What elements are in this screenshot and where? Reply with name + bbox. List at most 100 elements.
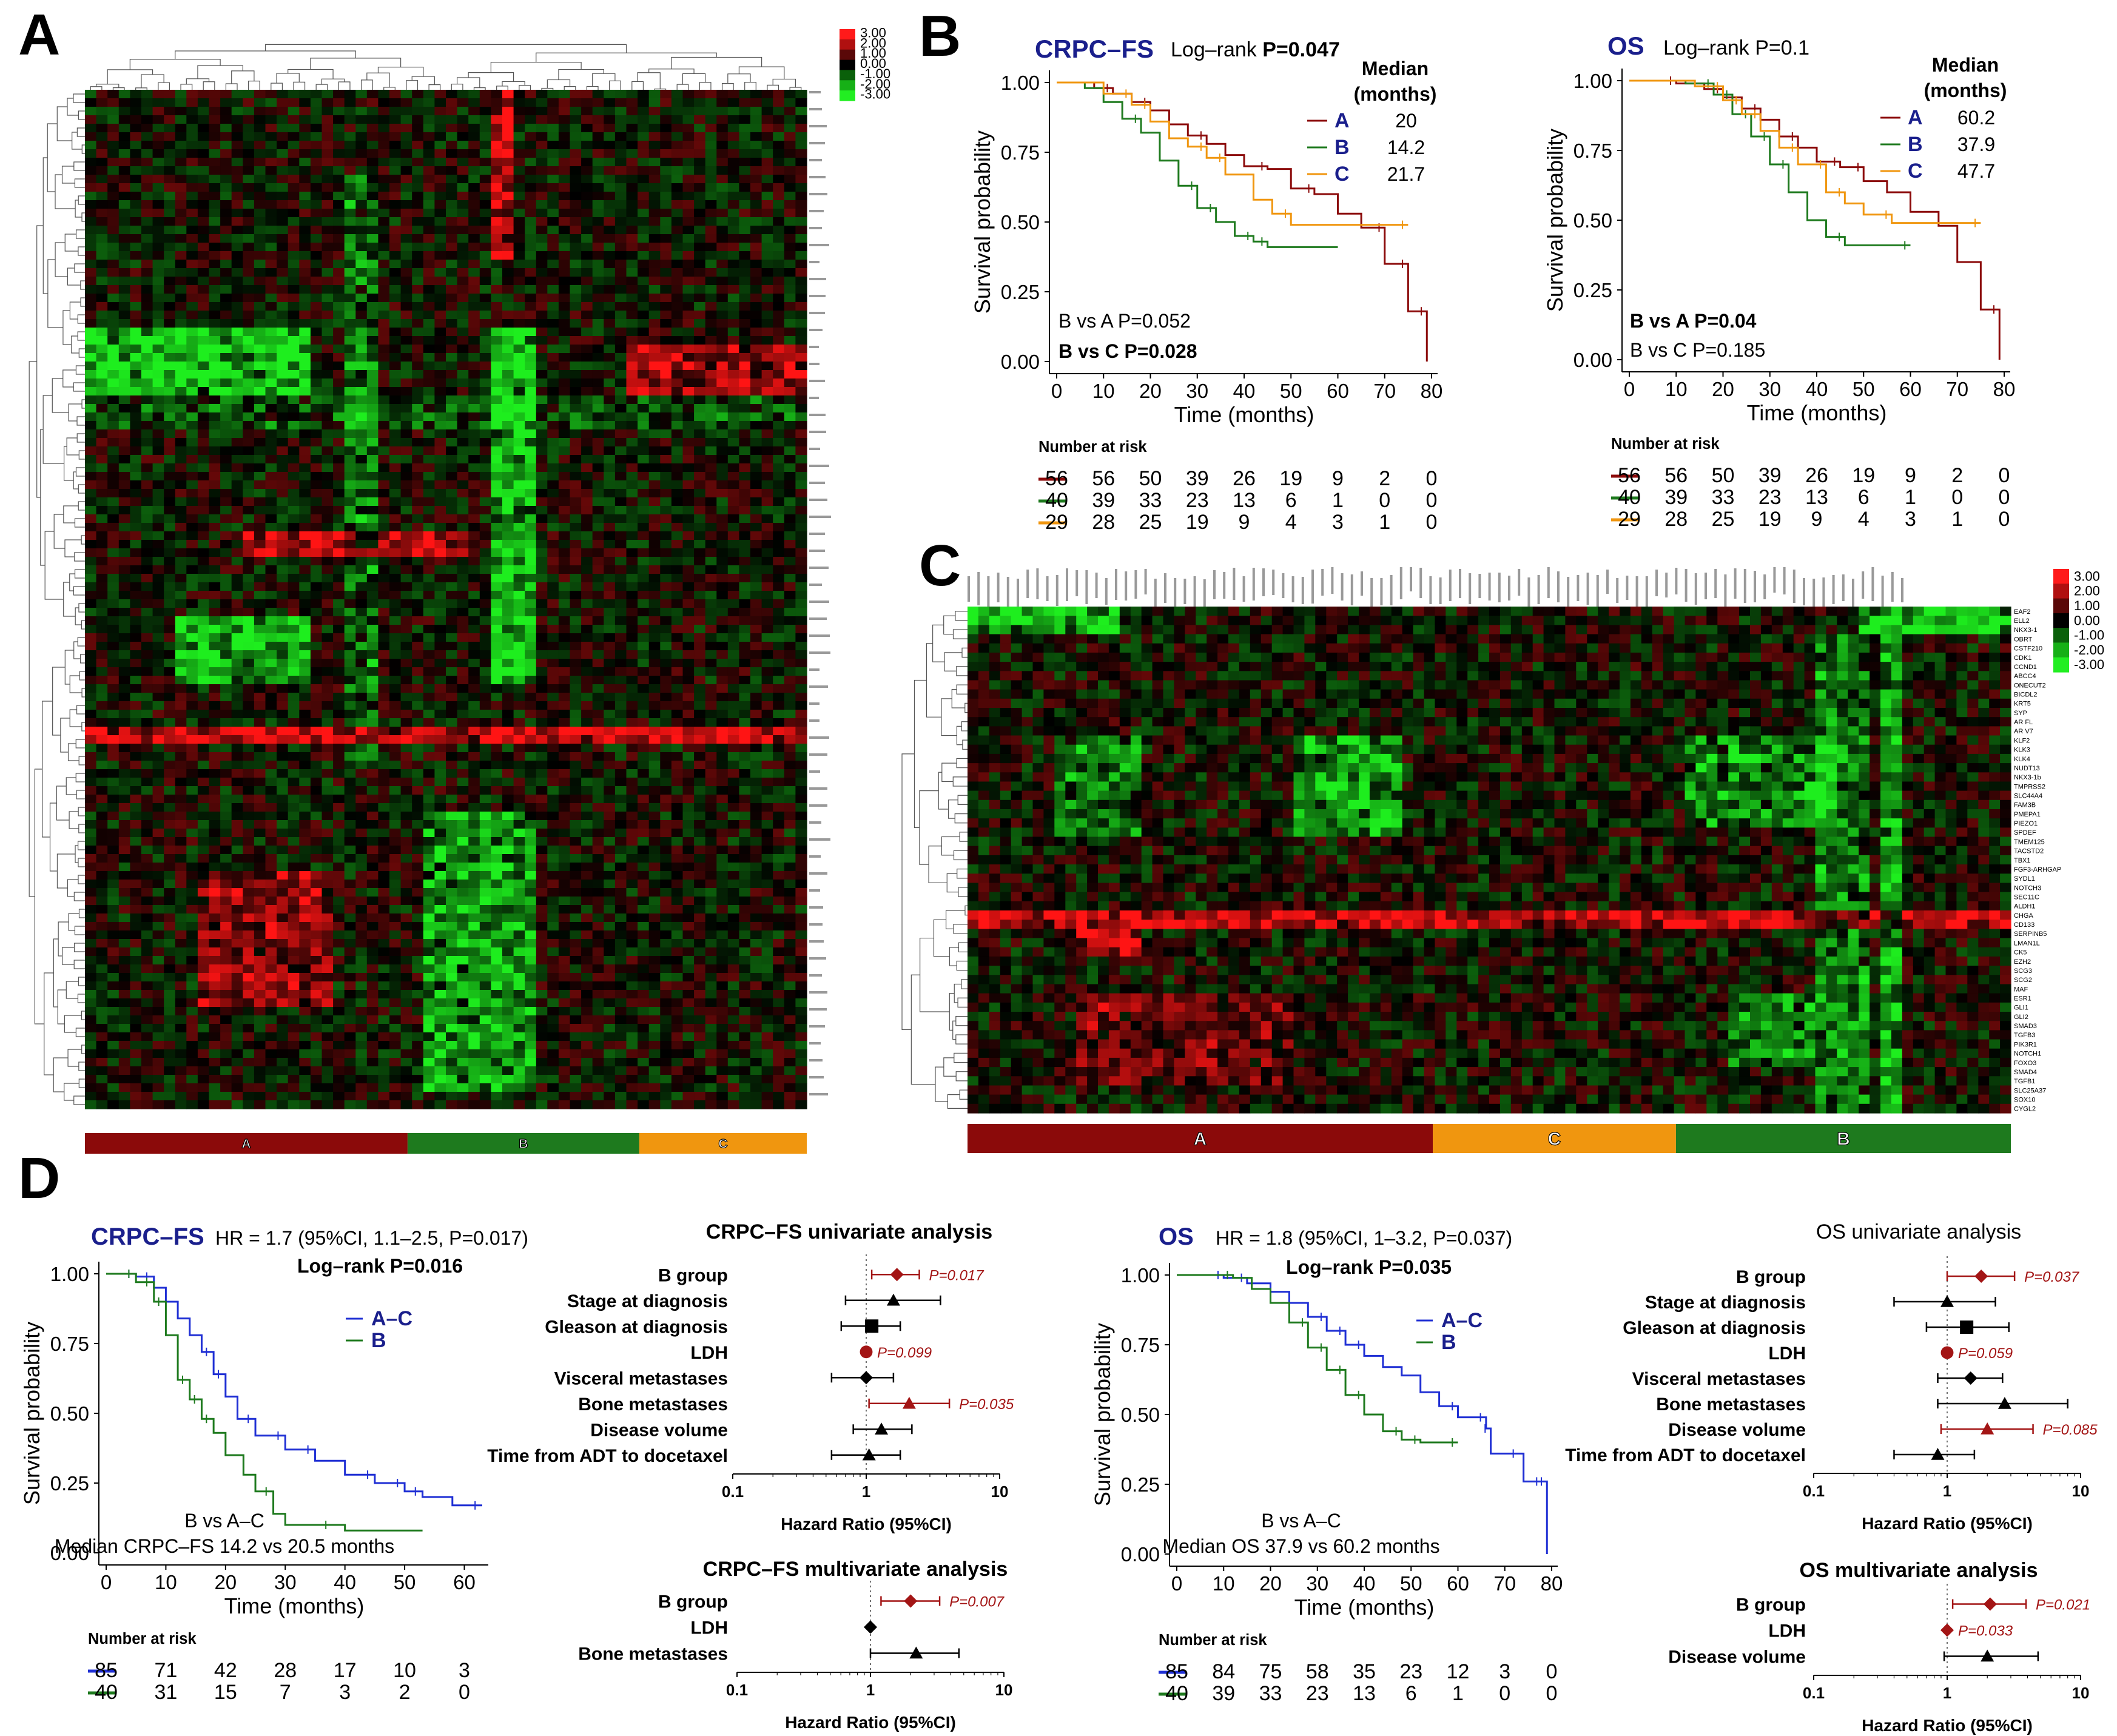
heatmap-cell — [209, 463, 221, 473]
heatmap-cell — [773, 531, 785, 540]
heatmap-cell — [558, 285, 571, 294]
heatmap-cell — [288, 243, 300, 252]
heatmap-cell — [141, 429, 153, 439]
heatmap-cell — [536, 489, 548, 498]
heatmap-cell — [333, 336, 345, 345]
heatmap-cell — [186, 328, 198, 337]
heatmap-cell — [761, 226, 773, 235]
heatmap-cell — [231, 141, 243, 150]
heatmap-cell — [107, 463, 119, 473]
heatmap-cell — [604, 701, 616, 710]
heatmap-cell — [638, 650, 650, 659]
heatmap-cell — [344, 625, 356, 634]
heatmap-cell — [96, 395, 108, 405]
heatmap-cell — [389, 548, 402, 557]
heatmap-cell — [197, 90, 210, 99]
heatmap-cell — [604, 489, 616, 498]
heatmap-cell — [795, 294, 807, 303]
heatmap-cell — [502, 412, 514, 422]
heatmap-cell — [795, 557, 807, 566]
heatmap-cell — [96, 633, 108, 642]
heatmap-cell — [152, 158, 164, 167]
heatmap-cell — [761, 192, 773, 201]
heatmap-cell — [412, 362, 424, 371]
heatmap-cell — [333, 124, 345, 133]
heatmap-cell — [321, 625, 334, 634]
heatmap-cell — [141, 226, 153, 235]
heatmap-cell — [400, 480, 412, 490]
heatmap-cell — [197, 378, 210, 388]
heatmap-cell — [773, 192, 785, 201]
heatmap-cell — [773, 463, 785, 473]
heatmap-cell — [197, 302, 210, 311]
heatmap-cell — [558, 260, 571, 269]
heatmap-cell — [626, 693, 638, 702]
heatmap-cell — [333, 557, 345, 566]
heatmap-cell — [333, 277, 345, 286]
heatmap-cell — [310, 200, 323, 209]
dendrogram-branch — [81, 620, 85, 630]
heatmap-cell — [277, 149, 289, 158]
heatmap-cell — [525, 404, 537, 413]
heatmap-cell — [366, 328, 379, 337]
heatmap-cell — [479, 336, 491, 345]
heatmap-cell — [502, 158, 514, 167]
dendrogram-branch — [75, 1028, 85, 1037]
heatmap-cell — [130, 209, 142, 218]
heatmap-cell — [604, 557, 616, 566]
heatmap-cell — [186, 353, 198, 362]
heatmap-cell — [130, 158, 142, 167]
heatmap-cell — [197, 234, 210, 243]
dendrogram-branch — [772, 78, 796, 88]
dendrogram-branch — [78, 909, 85, 918]
heatmap-cell — [547, 625, 559, 634]
heatmap-cell — [85, 345, 97, 354]
heatmap-cell — [614, 625, 627, 634]
heatmap-cell — [671, 421, 684, 430]
heatmap-cell — [130, 226, 142, 235]
heatmap-cell — [536, 166, 548, 175]
heatmap-cell — [761, 345, 773, 354]
heatmap-cell — [96, 710, 108, 719]
heatmap-cell — [581, 429, 593, 439]
heatmap-cell — [491, 183, 503, 192]
heatmap-cell — [750, 608, 762, 617]
heatmap-cell — [446, 523, 458, 532]
heatmap-cell — [209, 124, 221, 133]
heatmap-cell — [773, 565, 785, 574]
heatmap-cell — [107, 285, 119, 294]
heatmap-cell — [333, 294, 345, 303]
heatmap-cell — [197, 531, 210, 540]
heatmap-cell — [502, 531, 514, 540]
heatmap-cell — [727, 294, 739, 303]
heatmap-cell — [231, 336, 243, 345]
heatmap-cell — [638, 192, 650, 201]
heatmap-cell — [773, 387, 785, 396]
heatmap-cell — [727, 472, 739, 481]
heatmap-cell — [525, 480, 537, 490]
heatmap-cell — [682, 183, 695, 192]
heatmap-cell — [626, 710, 638, 719]
heatmap-cell — [682, 243, 695, 252]
heatmap-cell — [220, 183, 232, 192]
heatmap-cell — [423, 209, 435, 218]
heatmap-cell — [525, 497, 537, 506]
heatmap-cell — [355, 599, 368, 608]
heatmap-cell — [694, 166, 706, 175]
heatmap-cell — [355, 582, 368, 591]
heatmap-cell — [118, 345, 130, 354]
heatmap-cell — [614, 98, 627, 107]
heatmap-cell — [773, 540, 785, 549]
heatmap-cell — [604, 608, 616, 617]
heatmap-cell — [614, 540, 627, 549]
heatmap-cell — [614, 243, 627, 252]
heatmap-cell — [716, 591, 729, 600]
heatmap-cell — [423, 311, 435, 320]
heatmap-cell — [660, 166, 672, 175]
heatmap-cell — [604, 650, 616, 659]
heatmap-cell — [355, 166, 368, 175]
dendrogram-branch — [74, 178, 85, 188]
heatmap-cell — [141, 565, 153, 574]
heatmap-cell — [265, 693, 277, 702]
heatmap-cell — [412, 676, 424, 685]
